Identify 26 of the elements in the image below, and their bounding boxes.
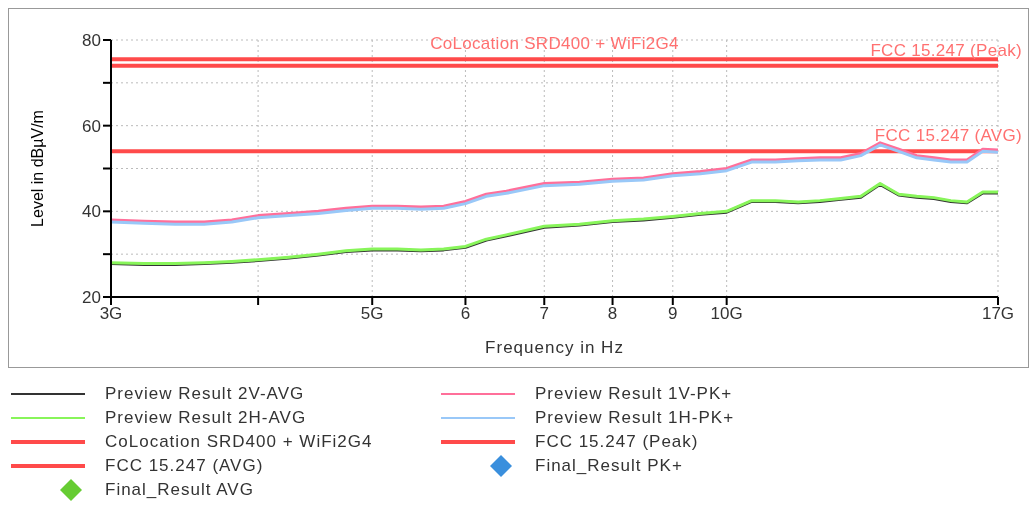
x-tick-label: 7 bbox=[539, 304, 550, 324]
y-tick-label: 80 bbox=[82, 31, 101, 51]
x-axis-title: Frequency in Hz bbox=[485, 338, 624, 357]
x-tick-label: 9 bbox=[668, 304, 678, 324]
y-axis-title: Level in dBµV/m bbox=[28, 110, 46, 227]
ref-line-label: FCC 15.247 (Peak) bbox=[870, 40, 1022, 60]
text: CoLocation SRD400 + WiFi2G4 bbox=[105, 432, 373, 451]
y-tick-label: 60 bbox=[82, 116, 101, 136]
y-tick-label: 20 bbox=[82, 288, 101, 308]
x-tick-label: 5G bbox=[360, 304, 384, 324]
legend-label: Final_Result PK+ bbox=[535, 456, 683, 476]
x-tick-label: 17G bbox=[981, 304, 1015, 324]
legend-label: Preview Result 2V-AVG bbox=[105, 384, 305, 404]
text: FCC 15.247 (AVG) bbox=[105, 456, 264, 475]
x-tick-label: 8 bbox=[607, 304, 618, 324]
legend-label: Final_Result AVG bbox=[105, 480, 254, 500]
legend-label: Preview Result 1V-PK+ bbox=[535, 384, 733, 404]
legend-label: Preview Result 1H-PK+ bbox=[535, 408, 735, 428]
y-tick-label: 40 bbox=[82, 202, 101, 222]
ref-line-label: CoLocation SRD400 + WiFi2G4 bbox=[430, 34, 679, 54]
ref-line-label: FCC 15.247 (AVG) bbox=[874, 126, 1022, 146]
text: FCC 15.247 (Peak) bbox=[535, 432, 699, 451]
legend-label: Preview Result 2H-AVG bbox=[105, 408, 307, 428]
x-tick-label: 3G bbox=[99, 304, 123, 324]
x-tick-label: 6 bbox=[460, 304, 471, 324]
x-tick-label: 10G bbox=[710, 304, 743, 324]
